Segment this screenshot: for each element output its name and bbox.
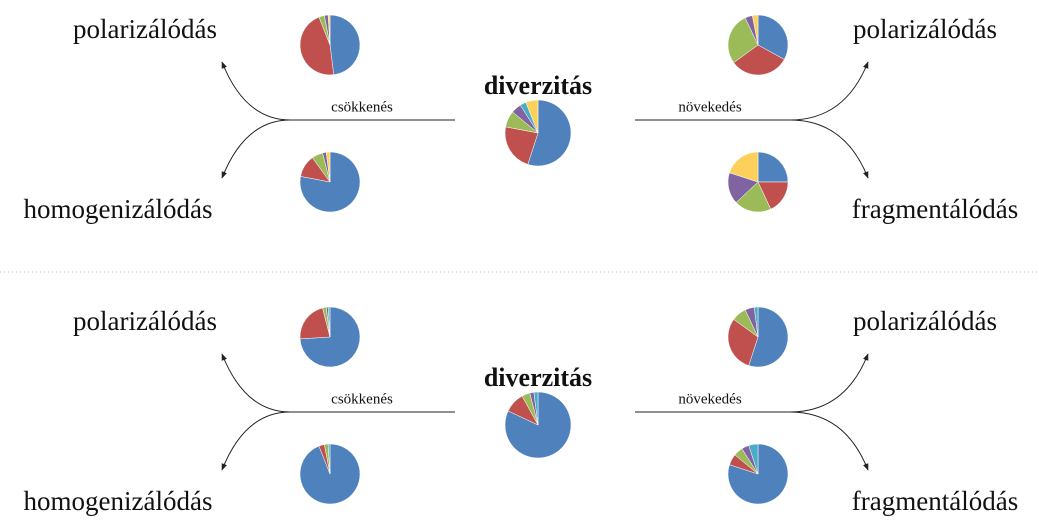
title: diverzitás — [484, 71, 592, 100]
label: polarizálódás — [853, 306, 997, 336]
pie-slice — [327, 14, 331, 46]
arrow-label: csökkenés — [331, 99, 393, 115]
arrow-label: növekedés — [678, 391, 741, 407]
pie-slice — [733, 44, 785, 76]
arrow — [221, 119, 291, 179]
title: diverzitás — [484, 363, 592, 392]
pie-slice — [533, 391, 539, 426]
arrow — [789, 353, 869, 413]
pie-slice — [757, 14, 789, 60]
pie-slice — [735, 181, 772, 213]
arrow-label: csökkenés — [331, 391, 393, 407]
pie-slice — [727, 319, 759, 366]
pie-slice — [327, 443, 331, 475]
pie-slice — [327, 306, 331, 338]
label: homogenizálódás — [24, 486, 213, 516]
pie-slice — [727, 443, 789, 505]
pie-slice — [299, 16, 335, 76]
pie-slice — [299, 306, 361, 368]
pie-slice — [729, 151, 759, 183]
arrow-label: növekedés — [678, 99, 741, 115]
label: polarizálódás — [73, 306, 217, 336]
pie-slice — [299, 307, 331, 340]
arrow — [789, 411, 869, 471]
label: homogenizálódás — [24, 194, 213, 224]
label: polarizálódás — [73, 14, 217, 44]
arrow — [789, 61, 869, 121]
pie-slice — [748, 443, 759, 475]
label: fragmentálódás — [852, 194, 1018, 224]
pie-slice — [525, 99, 539, 134]
label: polarizálódás — [853, 14, 997, 44]
pie-slice — [757, 151, 789, 183]
pie-slice — [329, 14, 361, 76]
arrow — [789, 119, 869, 179]
pie-slice — [752, 14, 759, 46]
pie-slice — [299, 151, 361, 213]
pie-slice — [504, 126, 539, 165]
pie-slice — [325, 151, 331, 183]
pie-slice — [748, 306, 789, 368]
pie-slice — [527, 99, 572, 167]
label: fragmentálódás — [852, 486, 1018, 516]
arrow — [221, 353, 291, 413]
pie-slice — [727, 17, 759, 63]
arrow — [221, 411, 291, 471]
arrow — [221, 61, 291, 121]
pie-slice — [753, 306, 759, 338]
